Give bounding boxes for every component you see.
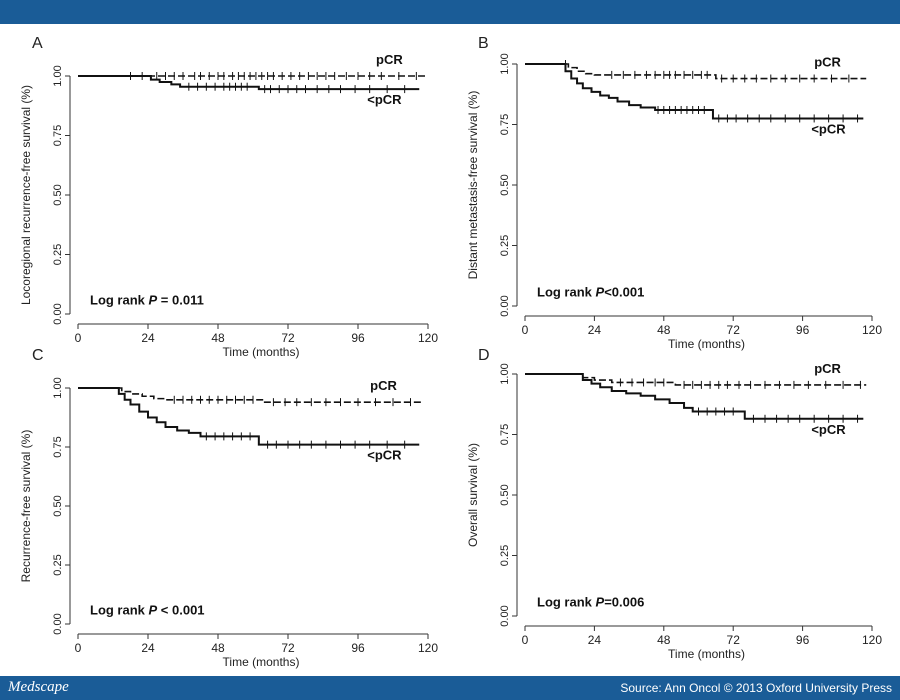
x-tick-label: 72	[727, 633, 741, 647]
series-less-than-pcr-label: <pCR	[811, 121, 846, 136]
x-tick-label: 48	[211, 331, 225, 345]
x-tick-label: 96	[796, 633, 810, 647]
footer-bar: Medscape Source: Ann Oncol © 2013 Oxford…	[0, 676, 900, 700]
logrank-p: P	[596, 284, 605, 299]
panel-letter: B	[478, 35, 489, 52]
x-tick-label: 0	[75, 641, 82, 655]
medscape-logo[interactable]: Medscape	[8, 679, 69, 695]
y-tick-label: 1.00	[52, 65, 64, 86]
panel-d: D 0 24 48 72 96 120 Time (months) 0.00 0.25 0.50 0.…	[466, 347, 882, 661]
series-pcr-label: pCR	[814, 361, 841, 376]
panel-letter: A	[32, 35, 43, 52]
x-tick-label: 96	[351, 331, 365, 345]
x-tick-label: 120	[862, 633, 882, 647]
x-tick-label: 120	[862, 323, 882, 337]
x-tick-label: 24	[141, 641, 155, 655]
panel-c: C 0 24 48 72 96 120 Time (months) 0.00 0.25 0.50 0.…	[19, 347, 438, 669]
y-tick-label: 0.50	[499, 484, 511, 505]
x-axis-title: Time (months)	[668, 337, 745, 351]
logrank-annotation: Log rank P<0.001	[537, 284, 644, 299]
y-tick-label: 0.75	[52, 436, 64, 457]
y-tick-label: 0.25	[52, 244, 64, 265]
y-tick-label: 0.25	[499, 235, 511, 256]
series-pcr-line	[78, 387, 423, 403]
y-tick-label: 0.00	[52, 303, 64, 324]
series-less-than-pcr-line	[78, 75, 420, 91]
y-axis-title: Distant metastasis-free survival (%)	[466, 91, 480, 280]
logrank-annotation: Log rank P = 0.011	[90, 292, 204, 307]
panel-b: B 0 24 48 72 96 120 Time (months) 0.00 0.25 0.50 0.…	[466, 35, 882, 351]
x-tick-label: 48	[657, 323, 671, 337]
logrank-p: P	[596, 594, 605, 609]
logrank-value: = 0.011	[157, 292, 204, 307]
x-tick-label: 48	[657, 633, 671, 647]
y-tick-label: 0.00	[52, 613, 64, 634]
y-tick-label: 0.75	[52, 125, 64, 146]
x-tick-label: 0	[522, 323, 529, 337]
x-tick-label: 24	[588, 323, 602, 337]
x-tick-label: 48	[211, 641, 225, 655]
x-axis-title: Time (months)	[223, 655, 300, 669]
series-less-than-pcr-label: <pCR	[811, 422, 846, 437]
series-less-than-pcr-line	[78, 387, 420, 446]
x-tick-label: 96	[796, 323, 810, 337]
y-tick-label: 0.50	[52, 184, 64, 205]
logrank-p: P	[149, 292, 158, 307]
x-tick-label: 24	[588, 633, 602, 647]
y-tick-label: 1.00	[52, 377, 64, 398]
series-pcr-label: pCR	[814, 55, 841, 70]
panel-a: A 0 24 48 72 96 120 Time (months) 0.00 0.25 0.50 0.…	[19, 35, 438, 359]
series-pcr-line	[525, 63, 867, 80]
y-axis-title: Locoregional recurrence-free survival (%…	[19, 85, 33, 305]
series-less-than-pcr-label: <pCR	[367, 448, 402, 463]
x-axis-title: Time (months)	[668, 647, 745, 661]
logrank-value: <0.001	[604, 284, 644, 299]
panel-letter: D	[478, 347, 490, 364]
series-less-than-pcr-line	[525, 63, 864, 120]
logrank-prefix: Log rank	[537, 284, 596, 299]
y-tick-label: 1.00	[499, 363, 511, 384]
y-tick-label: 1.00	[499, 53, 511, 74]
logrank-value: =0.006	[604, 594, 644, 609]
y-tick-label: 0.50	[499, 174, 511, 195]
logrank-value: < 0.001	[157, 603, 204, 618]
x-tick-label: 24	[141, 331, 155, 345]
y-axis-title: Recurrence-free survival (%)	[19, 430, 33, 583]
top-banner	[0, 0, 900, 24]
y-axis-title: Overall survival (%)	[466, 443, 480, 547]
x-tick-label: 72	[281, 331, 295, 345]
panel-letter: C	[32, 347, 44, 364]
logrank-annotation: Log rank P < 0.001	[90, 603, 205, 618]
km-charts-figure: A 0 24 48 72 96 120 Time (months) 0.00 0.25 0.50 0.…	[19, 35, 882, 669]
x-tick-label: 0	[75, 331, 82, 345]
y-tick-label: 0.00	[499, 605, 511, 626]
x-tick-label: 120	[418, 331, 438, 345]
y-tick-label: 0.50	[52, 495, 64, 516]
series-less-than-pcr-line	[525, 373, 864, 420]
logrank-prefix: Log rank	[90, 603, 149, 618]
logrank-annotation: Log rank P=0.006	[537, 594, 644, 609]
y-tick-label: 0.25	[52, 554, 64, 575]
series-pcr-label: pCR	[376, 52, 403, 67]
x-tick-label: 96	[351, 641, 365, 655]
y-tick-label: 0.75	[499, 114, 511, 135]
logrank-prefix: Log rank	[537, 594, 596, 609]
logrank-prefix: Log rank	[90, 292, 149, 307]
x-axis-title: Time (months)	[223, 345, 300, 359]
y-tick-label: 0.75	[499, 424, 511, 445]
x-tick-label: 120	[418, 641, 438, 655]
x-tick-label: 72	[727, 323, 741, 337]
series-pcr-label: pCR	[370, 378, 397, 393]
y-tick-label: 0.00	[499, 295, 511, 316]
series-less-than-pcr-label: <pCR	[367, 92, 402, 107]
y-tick-label: 0.25	[499, 545, 511, 566]
logrank-p: P	[149, 603, 158, 618]
source-citation: Source: Ann Oncol © 2013 Oxford Universi…	[620, 681, 892, 695]
x-tick-label: 72	[281, 641, 295, 655]
x-tick-label: 0	[522, 633, 529, 647]
